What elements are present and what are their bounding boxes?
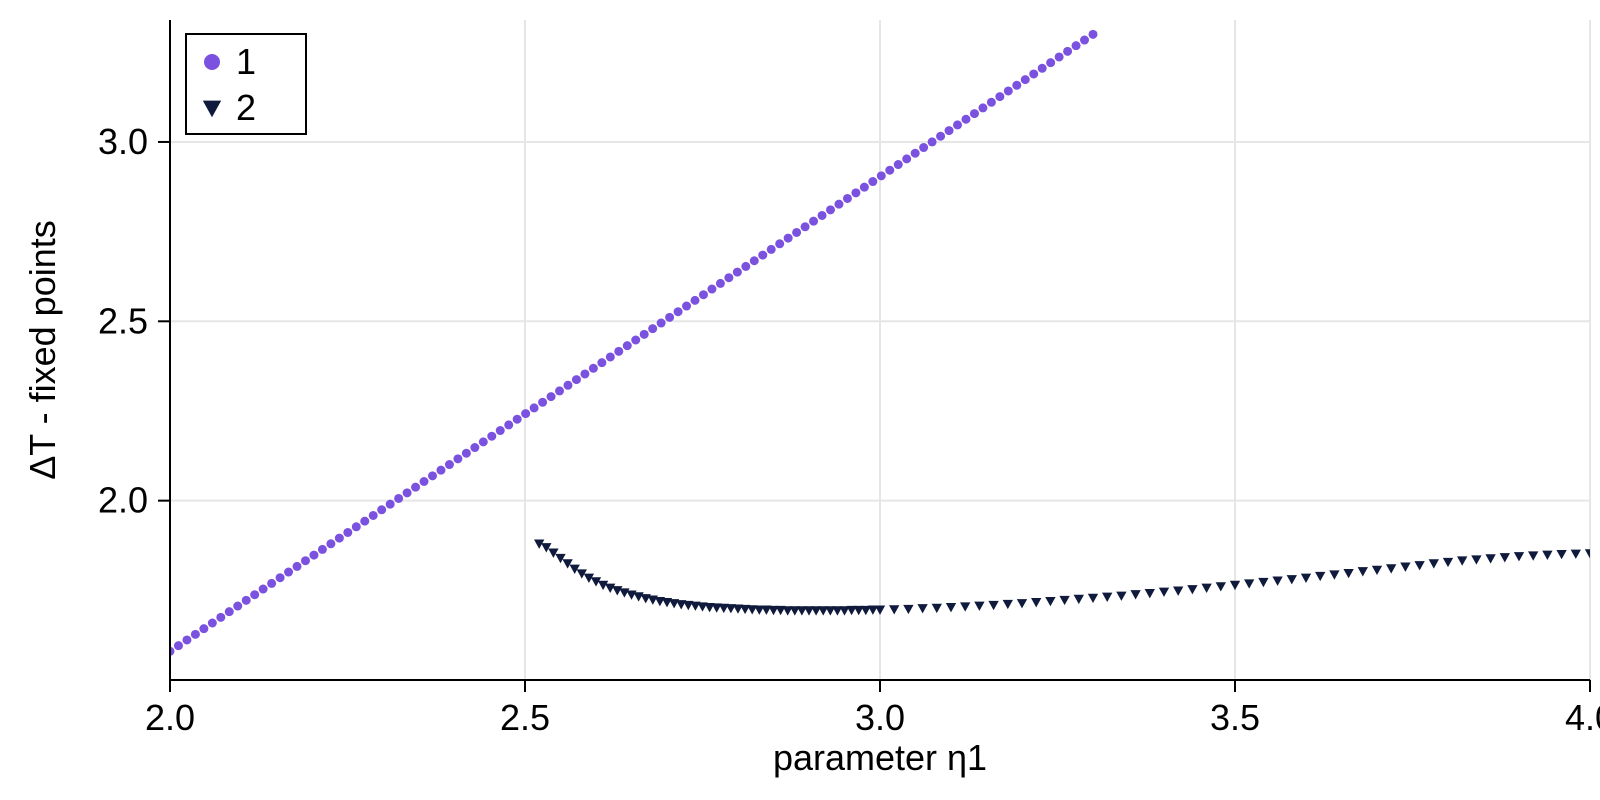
x-tick-label: 2.5 (500, 697, 550, 738)
x-tick-label: 3.0 (855, 697, 905, 738)
chart-container: 2.02.53.03.54.02.02.53.0parameter η1ΔT -… (0, 0, 1600, 800)
y-tick-label: 3.0 (98, 121, 148, 162)
x-tick-label: 2.0 (145, 697, 195, 738)
scatter-chart: 2.02.53.03.54.02.02.53.0parameter η1ΔT -… (0, 0, 1600, 800)
legend-item-label: 2 (236, 87, 256, 128)
x-tick-label: 3.5 (1210, 697, 1260, 738)
x-axis-label: parameter η1 (773, 737, 987, 778)
legend-item-label: 1 (236, 41, 256, 82)
y-tick-label: 2.5 (98, 300, 148, 341)
x-tick-label: 4.0 (1565, 697, 1600, 738)
legend: 12 (186, 34, 306, 134)
y-axis-label: ΔT - fixed points (22, 220, 63, 480)
y-tick-label: 2.0 (98, 480, 148, 521)
